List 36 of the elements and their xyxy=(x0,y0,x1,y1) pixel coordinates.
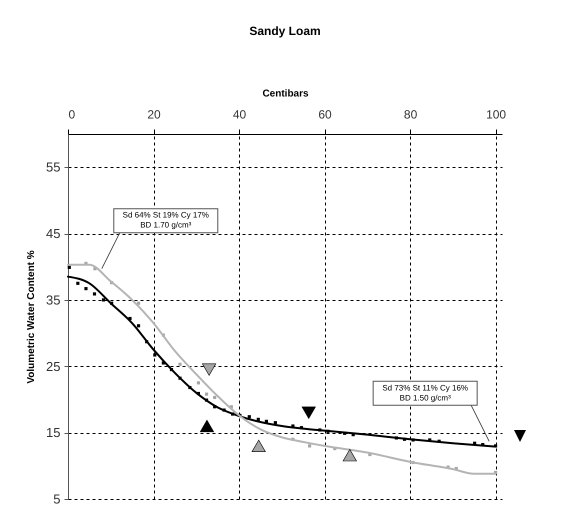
y-tick-label: 55 xyxy=(46,160,60,175)
point xyxy=(213,396,216,400)
point xyxy=(252,440,266,452)
x-tick-label: 60 xyxy=(318,108,332,122)
x2-axis-title: Centibars xyxy=(262,88,309,100)
x-tick-label: 100 xyxy=(486,108,506,122)
point xyxy=(196,381,200,384)
point xyxy=(92,292,96,296)
point xyxy=(308,444,312,448)
y-tick-label: 25 xyxy=(46,358,60,374)
x-tick-label: 80 xyxy=(404,108,418,122)
y-tick-label: 15 xyxy=(46,425,60,440)
point xyxy=(202,363,216,376)
x-tick-label: 20 xyxy=(147,108,162,122)
chart-title: Sandy Loam xyxy=(249,24,321,38)
point xyxy=(68,266,71,269)
y-tick-label: 35 xyxy=(46,292,60,308)
y-tick-label: 5 xyxy=(53,492,60,506)
point xyxy=(204,392,208,396)
point xyxy=(342,449,357,462)
point xyxy=(248,415,251,418)
point xyxy=(102,298,106,302)
y-axis-title: Volumetric Water Content % xyxy=(26,250,38,384)
x-tick-label: 0 xyxy=(68,108,76,122)
point xyxy=(302,406,316,419)
y-tick-label: 45 xyxy=(46,226,60,242)
point xyxy=(200,420,214,432)
point xyxy=(136,324,140,328)
x-tick-label: 40 xyxy=(232,108,247,122)
point xyxy=(153,353,156,357)
annotation: Sd 73% St 11% Cy 16% BD 1.50 g/cm³ xyxy=(382,383,468,402)
point xyxy=(178,362,182,366)
point xyxy=(84,287,88,290)
line-series xyxy=(67,264,497,475)
point xyxy=(76,282,80,285)
annotation: Sd 64% St 19% Cy 17% BD 1.70 g/cm³ xyxy=(122,210,209,230)
